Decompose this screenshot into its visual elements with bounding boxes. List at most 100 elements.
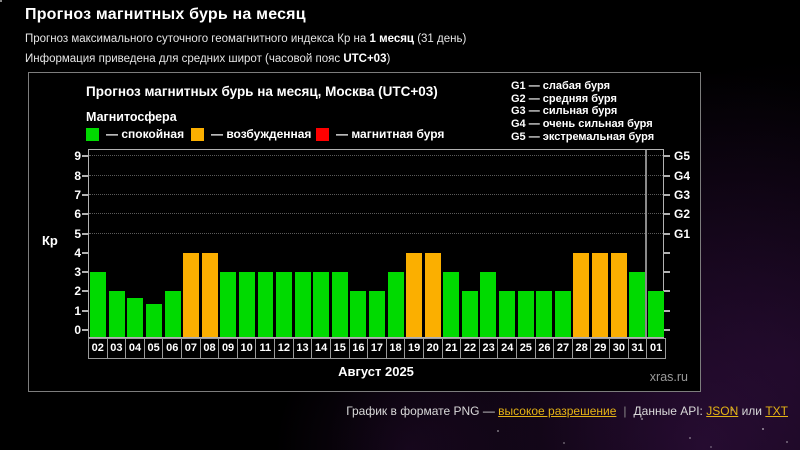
left-tick — [82, 174, 88, 177]
background-stars — [0, 0, 2, 2]
date-label: 14 — [311, 338, 331, 359]
subtitle2-bold: UTC+03 — [343, 53, 387, 65]
legend-item-storm: — магнитная буря — [316, 127, 444, 141]
plot-area — [82, 149, 670, 338]
left-tick — [82, 155, 88, 158]
g-axis-label-G1: G1 — [674, 226, 691, 241]
gridline-kp-9 — [89, 155, 663, 157]
kp-bar-11 — [257, 272, 274, 337]
kp-bar-25 — [517, 291, 534, 337]
y-tick-label: 6 — [74, 207, 81, 222]
date-label: 24 — [497, 338, 518, 359]
date-label: 11 — [255, 338, 276, 359]
page-subtitle-1: Прогноз максимального суточного геомагни… — [25, 33, 466, 45]
chart-title: Прогноз магнитных бурь на месяц, Москва … — [86, 84, 438, 99]
kp-bar-01 — [647, 291, 664, 337]
subtitle2-suffix: ) — [386, 53, 391, 65]
date-label: 29 — [590, 338, 611, 359]
date-label: 10 — [236, 338, 257, 359]
left-tick — [82, 232, 88, 235]
right-tick — [664, 155, 670, 158]
subtitle1-suffix: (31 день) — [414, 33, 467, 45]
g-legend-item: G2 — средняя буря — [511, 92, 617, 105]
date-label: 08 — [199, 338, 220, 359]
kp-bar-22 — [461, 291, 478, 337]
g-scale-legend: G1 — слабая буря G2 — средняя буря G3 — си… — [511, 80, 654, 144]
right-tick — [664, 232, 670, 235]
legend-item-quiet: — спокойная — [86, 127, 184, 141]
y-axis-tick-labels: 0 1 2 3 4 5 6 7 8 9 — [53, 149, 81, 338]
right-tick — [664, 271, 670, 274]
subtitle1-prefix: Прогноз максимального суточного геомагни… — [25, 33, 370, 45]
high-resolution-link[interactable]: высокое разрешение — [498, 404, 617, 418]
kp-bar-12 — [276, 272, 293, 337]
date-label: 28 — [571, 338, 592, 359]
kp-bar-07 — [183, 252, 200, 337]
footer: График в формате PNG — высокое разрешени… — [0, 404, 788, 418]
y-tick-label: 3 — [74, 265, 81, 280]
footer-separator: | — [623, 404, 627, 418]
left-tick — [82, 290, 88, 293]
api-txt-link[interactable]: TXT — [765, 404, 788, 418]
right-tick — [664, 309, 670, 312]
excited-color-swatch — [191, 127, 204, 141]
date-label: 18 — [385, 338, 406, 359]
left-tick — [82, 251, 88, 254]
g-legend-item: G1 — слабая буря — [511, 80, 611, 92]
quiet-color-swatch — [86, 127, 99, 141]
x-axis-title: Август 2025 — [338, 364, 414, 379]
g-axis-label-G2: G2 — [674, 207, 691, 222]
right-tick — [664, 251, 670, 254]
right-tick — [664, 290, 670, 293]
date-label: 21 — [441, 338, 462, 359]
g-legend-item: G5 — экстремальная буря — [511, 130, 655, 143]
page-title: Прогноз магнитных бурь на месяц — [25, 6, 306, 23]
kp-bar-06 — [164, 291, 181, 337]
right-tick — [664, 174, 670, 177]
kp-bar-19 — [406, 252, 423, 337]
date-label: 17 — [367, 338, 387, 359]
y-tick-label: 7 — [74, 187, 81, 202]
g-axis-label-G3: G3 — [674, 187, 691, 202]
subtitle1-bold: 1 месяц — [369, 33, 415, 45]
date-label: 26 — [534, 338, 555, 359]
date-label: 02 — [88, 338, 108, 359]
right-axis-g-labels: G1 G2 G3 G4 G5 — [674, 149, 702, 338]
g-legend-item: G4 — очень сильная буря — [511, 118, 653, 131]
date-label: 01 — [646, 338, 666, 359]
left-tick — [82, 193, 88, 196]
date-label: 15 — [329, 338, 350, 359]
right-tick — [664, 329, 670, 331]
kp-bar-02 — [90, 272, 107, 337]
date-label: 12 — [274, 338, 294, 359]
date-label: 19 — [404, 338, 424, 359]
api-label: Данные API: — [633, 404, 707, 418]
date-label: 22 — [460, 338, 480, 359]
y-tick-label: 1 — [74, 303, 81, 318]
kp-bar-16 — [350, 291, 367, 337]
kp-bar-05 — [146, 304, 162, 337]
kp-bar-24 — [499, 291, 516, 337]
kp-bar-27 — [554, 291, 571, 337]
kp-bar-08 — [201, 252, 218, 337]
left-tick — [82, 309, 88, 312]
api-json-link[interactable]: JSON — [706, 404, 739, 418]
kp-bar-26 — [536, 291, 553, 337]
date-label: 23 — [478, 338, 499, 359]
date-label: 13 — [292, 338, 313, 359]
date-label: 05 — [143, 338, 164, 359]
kp-bar-09 — [220, 272, 237, 337]
page-subtitle-2: Информация приведена для средних широт (… — [25, 53, 390, 65]
subtitle2-prefix: Информация приведена для средних широт (… — [25, 53, 344, 65]
date-label: 06 — [162, 338, 183, 359]
g-axis-label-G5: G5 — [674, 149, 691, 164]
api-conjunction: или — [738, 404, 766, 418]
png-label: График в формате PNG — — [346, 404, 499, 418]
date-label: 16 — [348, 338, 369, 359]
forecast-chart: Прогноз магнитных бурь на месяц, Москва … — [28, 72, 701, 392]
y-tick-label: 4 — [74, 245, 81, 260]
gridline-kp-5 — [89, 232, 663, 234]
kp-bar-17 — [369, 291, 385, 337]
y-tick-label: 8 — [74, 168, 81, 183]
